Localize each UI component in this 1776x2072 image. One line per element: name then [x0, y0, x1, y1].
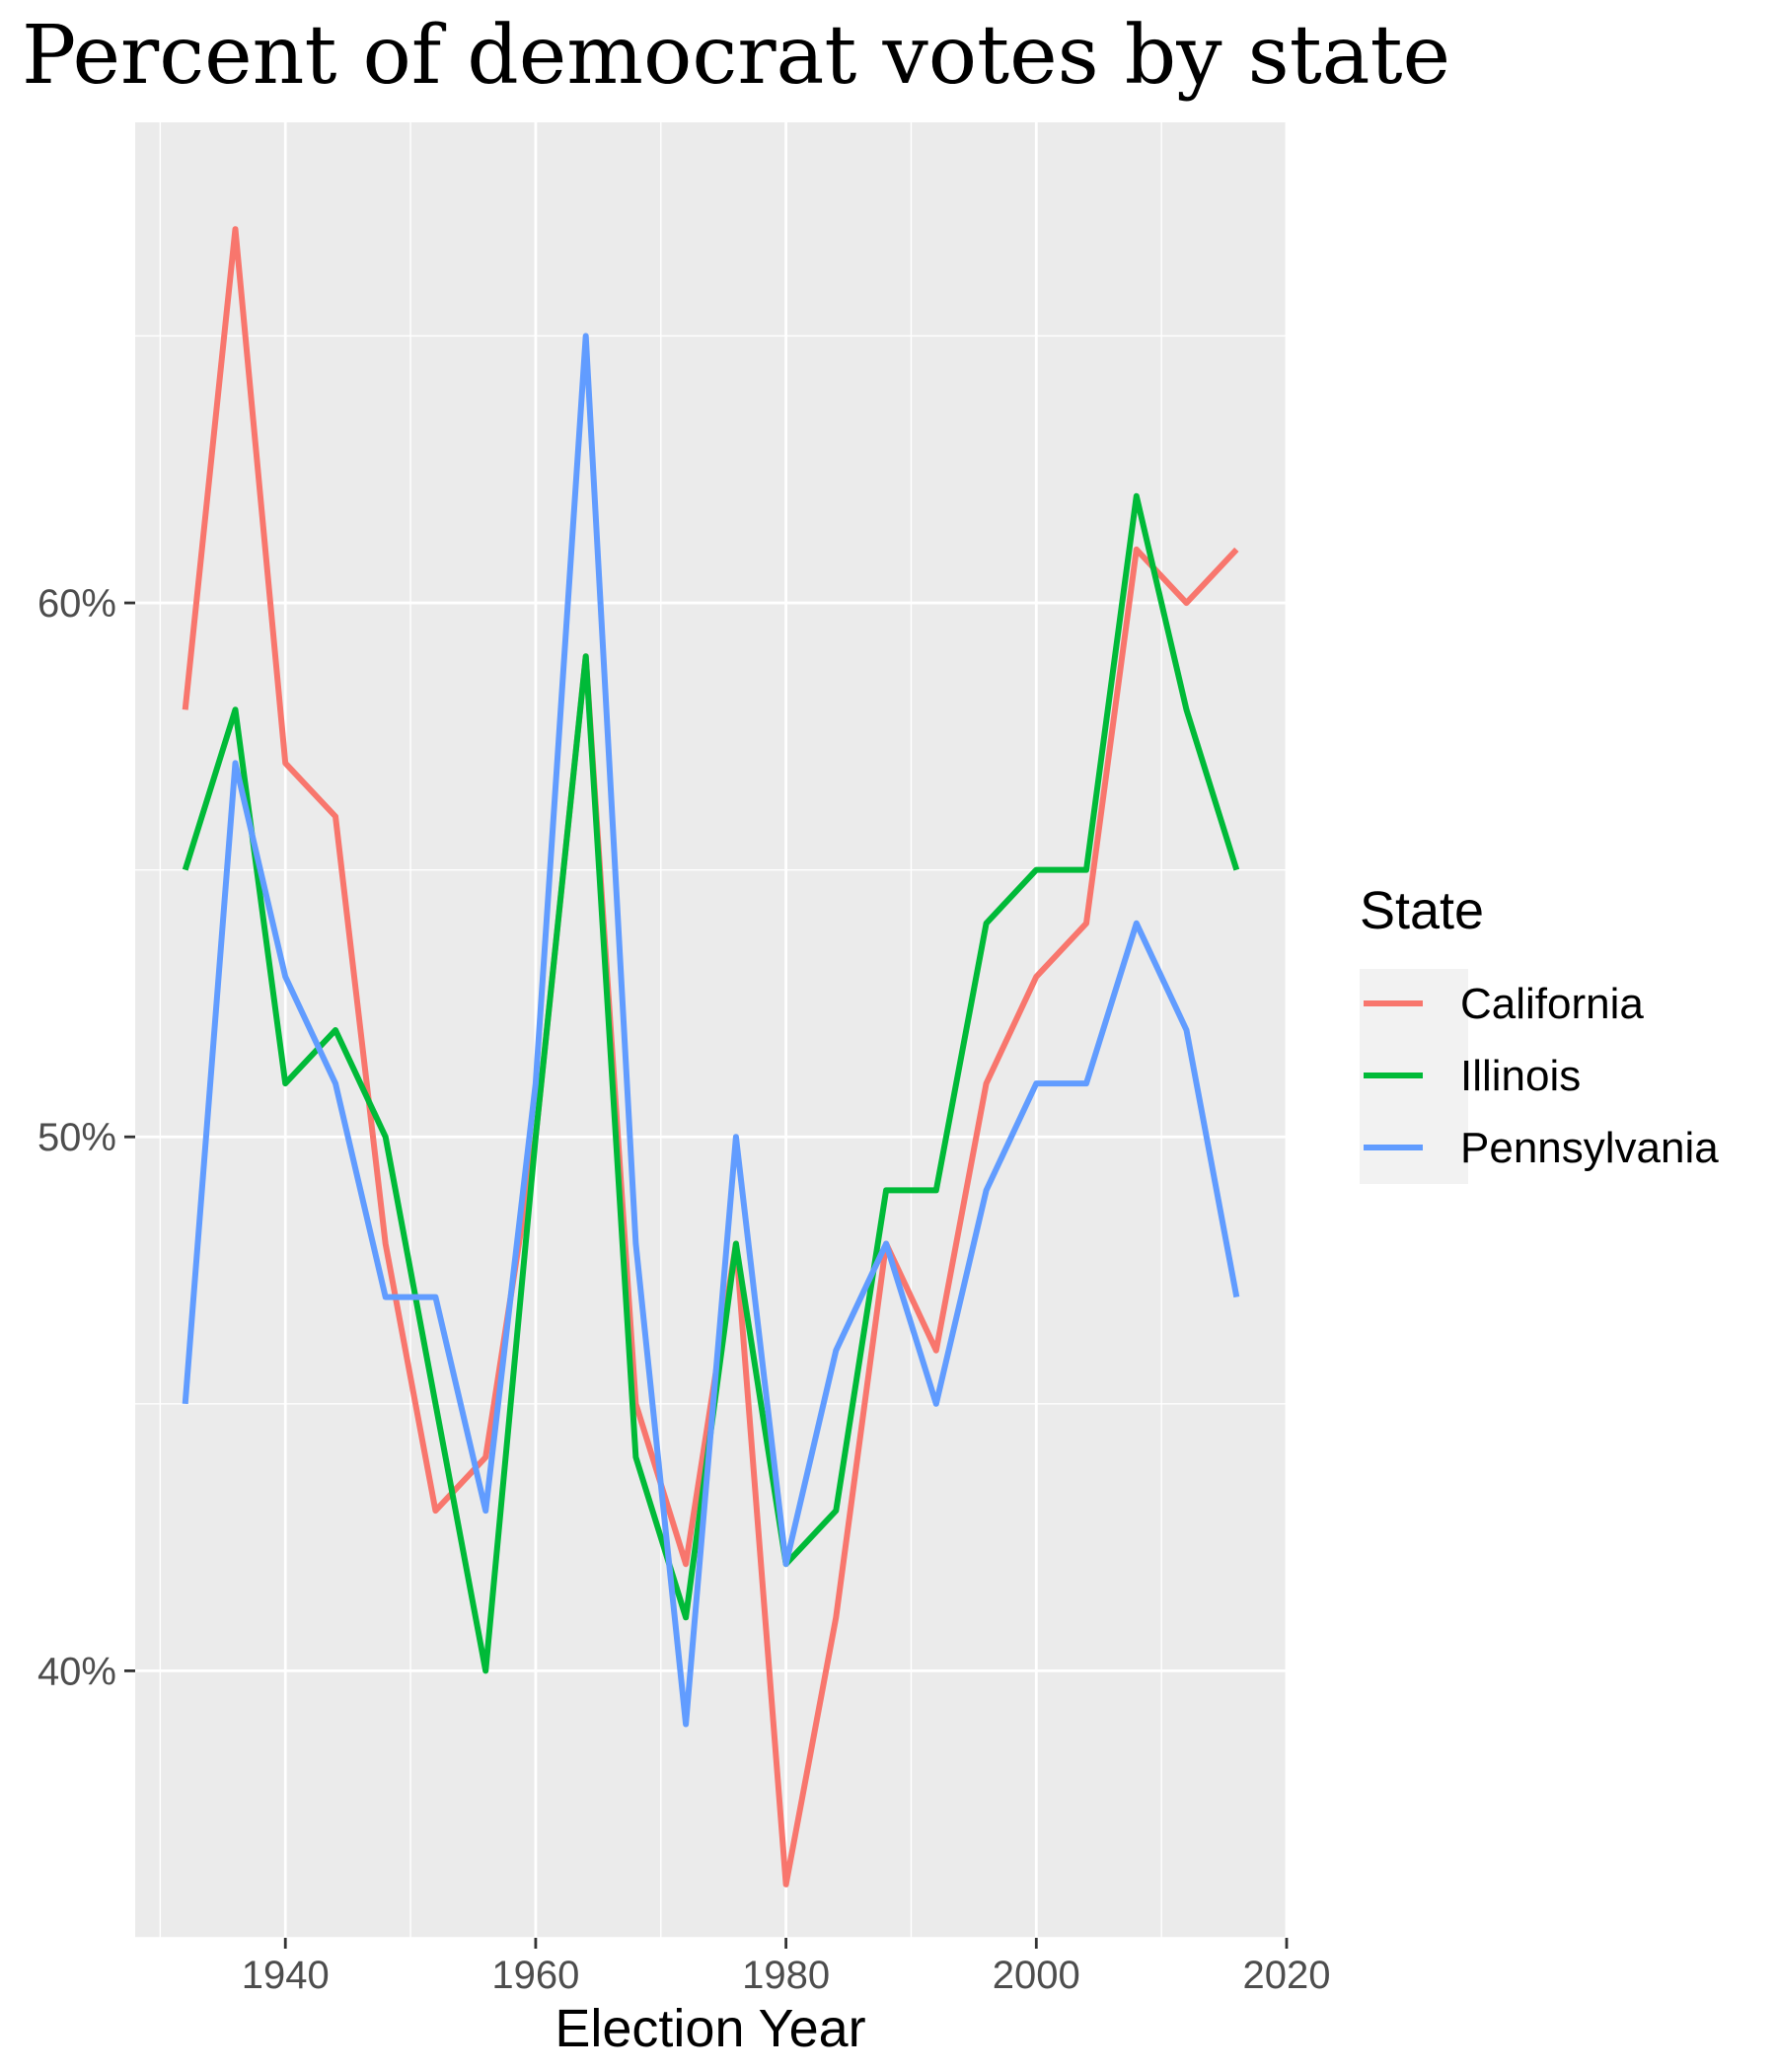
x-tick-label: 2020 — [1243, 1954, 1331, 1997]
legend-title: State — [1360, 881, 1484, 940]
major-gridlines — [135, 122, 1289, 1938]
minor-gridlines — [135, 122, 1287, 1939]
x-tick-label: 1940 — [242, 1954, 330, 1997]
x-axis-title: Election Year — [555, 1999, 865, 2058]
y-tick-label: 60% — [37, 582, 116, 626]
y-tick-label: 40% — [37, 1650, 116, 1693]
x-tick-label: 1980 — [742, 1954, 830, 1997]
plot-panel — [135, 122, 1287, 1938]
x-tick-label: 1960 — [491, 1954, 579, 1997]
legend-label-illinois: Illinois — [1460, 1052, 1581, 1100]
legend-label-pennsylvania: Pennsylvania — [1460, 1124, 1719, 1172]
x-tick-label: 2000 — [993, 1954, 1080, 1997]
legend-entries: California Illinois Pennsylvania — [1364, 980, 1719, 1172]
x-axis: 1940 1960 1980 2000 2020 — [242, 1938, 1331, 1997]
chart-title: Percent of democrat votes by state — [22, 9, 1450, 103]
y-axis: 40% 50% 60% — [37, 582, 135, 1693]
legend-label-california: California — [1460, 980, 1644, 1028]
y-tick-label: 50% — [37, 1116, 116, 1159]
series-lines — [182, 226, 1240, 1887]
legend: State California Illinois Pennsylvania — [1360, 881, 1719, 1184]
series-line-pennsylvania — [182, 333, 1240, 1728]
